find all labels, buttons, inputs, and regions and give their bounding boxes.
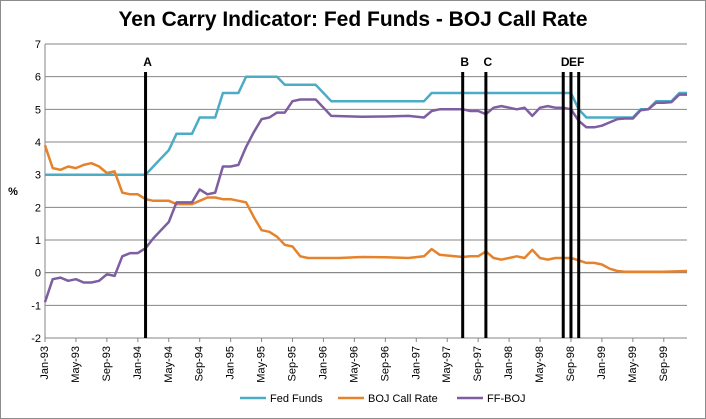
- y-tick-label: 1: [35, 235, 41, 247]
- x-tick-label: May-95: [256, 346, 268, 383]
- x-tick-label: May-99: [627, 346, 639, 383]
- x-tick-label: Sep-95: [287, 346, 299, 381]
- y-tick-label: -2: [31, 333, 41, 345]
- event-label: A: [143, 55, 152, 69]
- y-tick-label: 6: [35, 72, 41, 84]
- legend-label: Fed Funds: [270, 393, 323, 405]
- event-label: F: [577, 55, 584, 69]
- y-tick-label: 3: [35, 170, 41, 182]
- x-tick-label: Jan-97: [410, 346, 422, 380]
- x-tick-label: Sep-99: [658, 346, 670, 381]
- chart-title: Yen Carry Indicator: Fed Funds - BOJ Cal…: [118, 8, 588, 31]
- x-tick-label: May-93: [70, 346, 82, 383]
- x-tick-label: Jan-96: [317, 346, 329, 380]
- x-tick-label: Jan-99: [596, 346, 608, 380]
- x-tick-label: Jan-98: [503, 346, 515, 380]
- legend-label: BOJ Call Rate: [368, 393, 438, 405]
- x-tick-label: Jan-93: [39, 346, 51, 380]
- x-tick-label: May-97: [441, 346, 453, 383]
- y-tick-label: 4: [35, 137, 41, 149]
- series-line-ff-boj: [43, 93, 687, 303]
- x-tick-label: May-98: [534, 346, 546, 383]
- event-label: C: [484, 55, 493, 69]
- x-tick-label: Sep-97: [472, 346, 484, 381]
- legend-label: FF-BOJ: [487, 393, 526, 405]
- series-line-boj-call-rate: [43, 144, 688, 273]
- y-tick-label: 5: [35, 104, 41, 116]
- x-tick-label: Sep-93: [101, 346, 113, 381]
- y-tick-label: 2: [35, 202, 41, 214]
- x-tick-label: Jan-95: [225, 346, 237, 380]
- x-tick-label: Jan-94: [132, 346, 144, 380]
- event-label: D: [561, 55, 570, 69]
- x-tick-label: Sep-96: [379, 346, 391, 381]
- x-tick-label: May-94: [163, 346, 175, 383]
- series-line-fed-funds: [45, 75, 687, 176]
- event-label: B: [460, 55, 469, 69]
- x-tick-label: May-96: [348, 346, 360, 383]
- y-axis-label: %: [8, 186, 18, 198]
- y-tick-label: 7: [35, 39, 41, 51]
- y-tick-label: 0: [35, 268, 41, 280]
- y-tick-label: -1: [31, 300, 41, 312]
- event-label: E: [569, 55, 577, 69]
- x-tick-label: Sep-94: [194, 346, 206, 381]
- x-tick-label: Sep-98: [565, 346, 577, 381]
